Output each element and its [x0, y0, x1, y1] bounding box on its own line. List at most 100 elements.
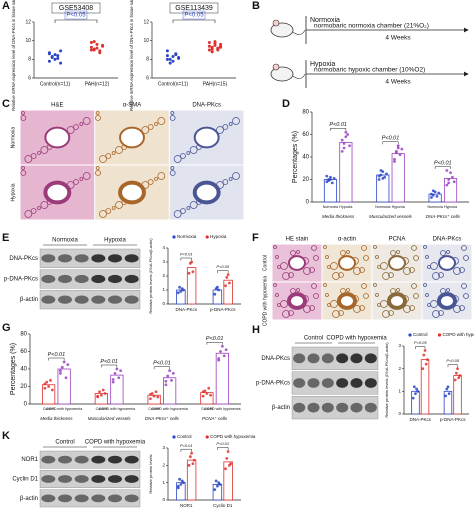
bar-label: Normoxia — [427, 205, 442, 209]
column-label: α-SMA — [123, 103, 141, 109]
data-point — [178, 285, 181, 289]
mouse-tail — [292, 29, 306, 35]
data-point — [98, 51, 102, 55]
tissue-texture — [30, 208, 37, 214]
data-point — [217, 288, 221, 292]
data-point — [47, 385, 51, 388]
y-tick-label: 40 — [20, 367, 27, 373]
tissue-texture — [363, 293, 369, 299]
legend-marker — [437, 333, 442, 337]
significance-bracket — [415, 346, 426, 350]
vessel — [287, 292, 307, 310]
legend-label: COPD with hypoxemia — [443, 332, 474, 337]
tissue-texture — [288, 272, 294, 278]
x-tick-label: PAH(n=15) — [203, 81, 228, 87]
data-point — [148, 392, 152, 396]
blot-column-label: Control — [304, 336, 323, 342]
annotation: P<0.01 — [216, 441, 229, 446]
data-point — [165, 49, 169, 53]
column-label: α-actin — [338, 237, 356, 243]
blot-band — [336, 402, 349, 413]
annotation: P<0.01 — [153, 361, 171, 367]
tissue-texture — [79, 122, 84, 126]
bar — [411, 390, 420, 415]
legend-label: Control — [177, 434, 192, 439]
data-point — [92, 47, 96, 51]
blot-band — [124, 295, 139, 304]
vessel — [192, 180, 221, 205]
blot-band — [108, 494, 122, 503]
tissue-texture — [409, 267, 415, 273]
data-point — [218, 483, 222, 486]
tissue-texture — [423, 283, 427, 287]
tissue-texture — [309, 267, 315, 273]
tissue-texture — [327, 265, 331, 269]
data-point — [430, 192, 433, 196]
data-point — [53, 53, 57, 57]
tissue-texture — [411, 245, 417, 251]
bar — [391, 153, 405, 203]
tissue-texture — [186, 151, 191, 155]
bar-label: Hypoxia — [392, 205, 405, 209]
blot-band — [41, 455, 56, 464]
data-point — [330, 181, 334, 185]
x-tick-label: p-DNA-PKcs — [440, 417, 466, 422]
y-tick-label: 8 — [146, 57, 149, 63]
data-point — [166, 374, 170, 378]
data-point — [98, 390, 101, 394]
annotation: P<0.01 — [206, 336, 224, 342]
data-point — [101, 43, 105, 47]
tissue-texture — [332, 272, 340, 280]
y-tick-label: 0 — [162, 301, 165, 306]
tissue-texture — [82, 117, 91, 125]
tissue-texture — [340, 250, 346, 256]
legend-marker — [172, 435, 176, 439]
data-point — [228, 281, 231, 285]
bar-label: Control — [96, 407, 108, 411]
legend-marker — [172, 235, 176, 239]
data-point — [53, 57, 57, 61]
data-point — [452, 180, 456, 184]
tissue-texture — [169, 115, 176, 121]
tissue-texture — [170, 166, 175, 170]
blot-band — [58, 274, 72, 284]
data-point — [213, 488, 217, 491]
legend-marker — [408, 333, 412, 337]
tissue-texture — [173, 155, 182, 163]
bar-label: COPD with hypoxemia — [204, 407, 240, 411]
data-point — [421, 367, 425, 371]
tissue-texture — [21, 166, 25, 170]
tissue-texture — [461, 283, 467, 289]
tissue-texture — [403, 267, 411, 275]
data-point — [458, 374, 462, 377]
tissue-texture — [273, 245, 277, 249]
mouse-icon — [270, 22, 294, 38]
tissue-texture — [79, 177, 84, 181]
blot-band — [91, 494, 106, 503]
data-point — [445, 183, 449, 187]
vessel — [288, 255, 306, 271]
bar — [212, 483, 223, 501]
bar — [186, 459, 197, 501]
data-point — [224, 348, 228, 352]
blot-band — [321, 378, 334, 388]
data-point — [115, 367, 119, 371]
blot-band — [74, 455, 89, 464]
data-point — [207, 41, 211, 45]
tissue-texture — [228, 177, 233, 181]
condition-label: Hypoxia — [310, 61, 335, 68]
data-point — [50, 388, 54, 392]
data-point — [454, 371, 458, 375]
bar — [428, 193, 442, 203]
bar — [223, 461, 233, 501]
tissue-texture — [95, 170, 101, 176]
tissue-texture — [173, 210, 182, 218]
data-point — [43, 382, 47, 386]
tissue-texture — [325, 255, 329, 259]
column-label: HE stain — [286, 237, 309, 243]
panel-label: C — [2, 98, 10, 110]
bar — [94, 393, 108, 405]
blot-strip — [291, 396, 379, 420]
significance-bracket — [48, 357, 65, 361]
tissue-texture — [313, 293, 319, 299]
